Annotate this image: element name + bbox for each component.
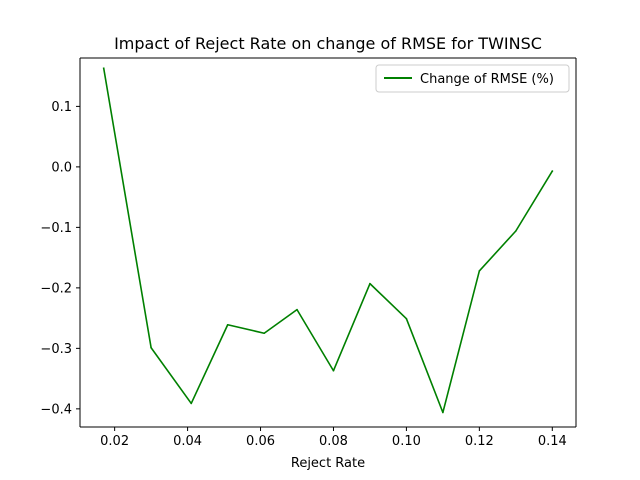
data-point — [515, 230, 517, 232]
y-tick-label: 0.1 — [51, 100, 72, 115]
x-axis-ticks: 0.02 0.04 0.06 0.08 0.10 0.12 0.14 — [100, 427, 567, 449]
legend-box — [375, 64, 570, 93]
y-tick-label: −0.2 — [40, 281, 72, 296]
x-tick-label: 0.04 — [173, 434, 202, 449]
y-axis-ticks: 0.1 0.0 −0.1 −0.2 −0.3 −0.4 — [40, 100, 80, 417]
data-point — [296, 308, 298, 311]
y-tick-label: −0.3 — [40, 342, 72, 357]
data-point — [226, 323, 229, 326]
y-tick-label: −0.1 — [40, 221, 72, 236]
x-tick-label: 0.12 — [465, 434, 494, 449]
plot-area — [80, 58, 576, 427]
x-tick-label: 0.14 — [538, 434, 567, 449]
data-point — [102, 67, 105, 70]
data-point — [150, 346, 152, 349]
data-point — [190, 402, 193, 405]
x-tick-label: 0.08 — [319, 434, 348, 449]
x-axis-label: Reject Rate — [291, 456, 365, 471]
data-point — [369, 282, 371, 285]
x-tick-label: 0.06 — [246, 434, 275, 449]
data-point — [263, 332, 265, 335]
axes-frame — [79, 57, 577, 428]
legend-label: Change of RMSE (%) — [420, 72, 554, 87]
legend: Change of RMSE (%) — [375, 64, 570, 93]
chart-title: Impact of Reject Rate on change of RMSE … — [114, 34, 542, 53]
x-tick-label: 0.02 — [100, 434, 129, 449]
y-tick-label: −0.4 — [40, 402, 72, 417]
x-tick-label: 0.10 — [392, 434, 421, 449]
y-tick-label: 0.0 — [51, 160, 72, 175]
data-point — [332, 369, 335, 372]
series-layer — [102, 67, 554, 414]
data-point — [478, 270, 481, 272]
data-point — [442, 411, 444, 414]
data-point — [405, 317, 408, 320]
data-point — [551, 170, 554, 172]
